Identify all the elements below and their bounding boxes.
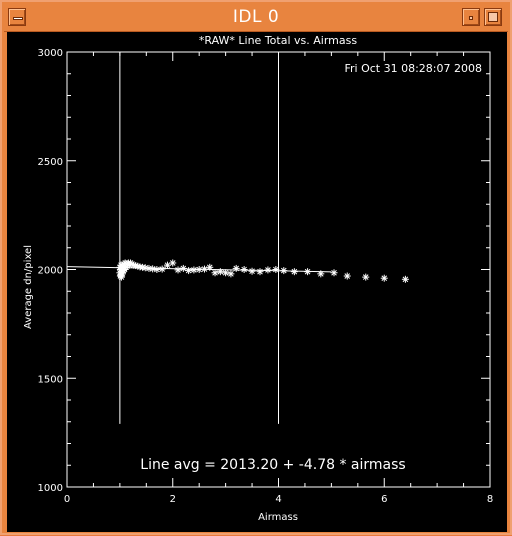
data-point-stroke [381, 275, 388, 282]
data-marks [66, 52, 409, 424]
y-tick-label: 3000 [38, 48, 63, 59]
minimize-icon [469, 16, 473, 20]
data-point [216, 268, 224, 276]
x-tick-label: 0 [64, 494, 70, 505]
data-point-stroke [175, 267, 181, 273]
data-point [211, 269, 219, 277]
data-point [264, 266, 272, 274]
data-point-stroke [280, 267, 287, 274]
data-point [248, 267, 256, 275]
x-tick-label: 8 [487, 494, 493, 505]
window-title: IDL 0 [232, 7, 280, 27]
data-point-stroke [201, 266, 208, 272]
y-tick-label: 2000 [38, 266, 63, 277]
data-point-stroke [212, 269, 218, 276]
data-point [222, 269, 230, 277]
data-point [195, 266, 203, 273]
fit-label: Line avg = 2013.20 + -4.78 * airmass [140, 457, 405, 473]
y-tick-label: 2500 [38, 157, 63, 168]
data-point [153, 266, 161, 273]
data-point [141, 264, 149, 272]
x-tick-label: 4 [275, 494, 281, 505]
data-point [185, 267, 193, 275]
data-point [174, 266, 182, 274]
data-point [256, 268, 264, 276]
data-point-stroke [206, 264, 213, 271]
data-point-stroke [217, 268, 224, 275]
data-point [290, 268, 298, 276]
data-point-stroke [257, 268, 263, 275]
data-point-stroke [233, 265, 240, 272]
data-point [158, 265, 166, 273]
data-point-stroke [159, 266, 165, 272]
data-point [169, 259, 177, 267]
data-point [304, 268, 312, 276]
maximize-icon [488, 12, 498, 22]
data-point-stroke [241, 266, 247, 273]
x-tick-label: 2 [170, 494, 176, 505]
data-point-stroke [154, 266, 160, 273]
data-point [401, 275, 409, 283]
data-point-stroke [164, 262, 171, 268]
data-point-stroke [362, 274, 369, 280]
timestamp: Fri Oct 31 08:28:07 2008 [344, 62, 482, 75]
data-point-stroke [185, 267, 192, 274]
plot-svg: *RAW* Line Total vs. Airmass Fri Oct 31 … [23, 34, 494, 523]
chart-title: *RAW* Line Total vs. Airmass [199, 34, 357, 47]
x-tick-label: 6 [381, 494, 387, 505]
data-point-stroke [344, 273, 351, 279]
data-point-stroke [196, 266, 202, 273]
maximize-button[interactable] [484, 8, 502, 26]
data-point-stroke [228, 271, 234, 277]
data-point [206, 263, 214, 271]
data-point-stroke [331, 269, 337, 276]
data-point-stroke [291, 268, 298, 275]
x-axis-label: Airmass [258, 512, 298, 523]
data-point [343, 272, 351, 280]
data-point [272, 266, 280, 273]
data-point-stroke [265, 267, 271, 273]
window-menu-icon [13, 17, 23, 20]
y-tick-label: 1000 [38, 483, 63, 494]
data-point [200, 265, 208, 273]
data-point [190, 266, 198, 274]
data-point-stroke [169, 260, 176, 266]
data-point [227, 270, 235, 278]
data-point [330, 269, 338, 277]
y-axis-label: Average dn/pixel [23, 245, 34, 329]
data-point-stroke [222, 269, 229, 276]
data-point [240, 266, 248, 273]
axes: 0 2 4 6 8 1000 1500 2000 2500 3000 [38, 48, 494, 505]
minimize-button[interactable] [462, 8, 480, 26]
data-point [380, 274, 388, 282]
title-bar[interactable]: IDL 0 [4, 4, 508, 32]
data-point-stroke [273, 266, 279, 273]
data-point [317, 270, 325, 278]
data-point-stroke [304, 268, 311, 275]
data-point-stroke [317, 271, 324, 277]
data-point [179, 264, 187, 272]
data-point [232, 264, 240, 272]
data-point [280, 267, 288, 275]
data-point-stroke [402, 276, 409, 283]
data-point-stroke [118, 274, 125, 280]
data-point-stroke [180, 265, 187, 272]
data-point-stroke [249, 268, 255, 275]
data-point-stroke [191, 267, 197, 273]
data-point [362, 273, 370, 281]
plot-canvas: *RAW* Line Total vs. Airmass Fri Oct 31 … [7, 32, 507, 532]
data-point [163, 261, 171, 269]
y-tick-label: 1500 [38, 374, 63, 385]
window-menu-button[interactable] [8, 8, 26, 26]
